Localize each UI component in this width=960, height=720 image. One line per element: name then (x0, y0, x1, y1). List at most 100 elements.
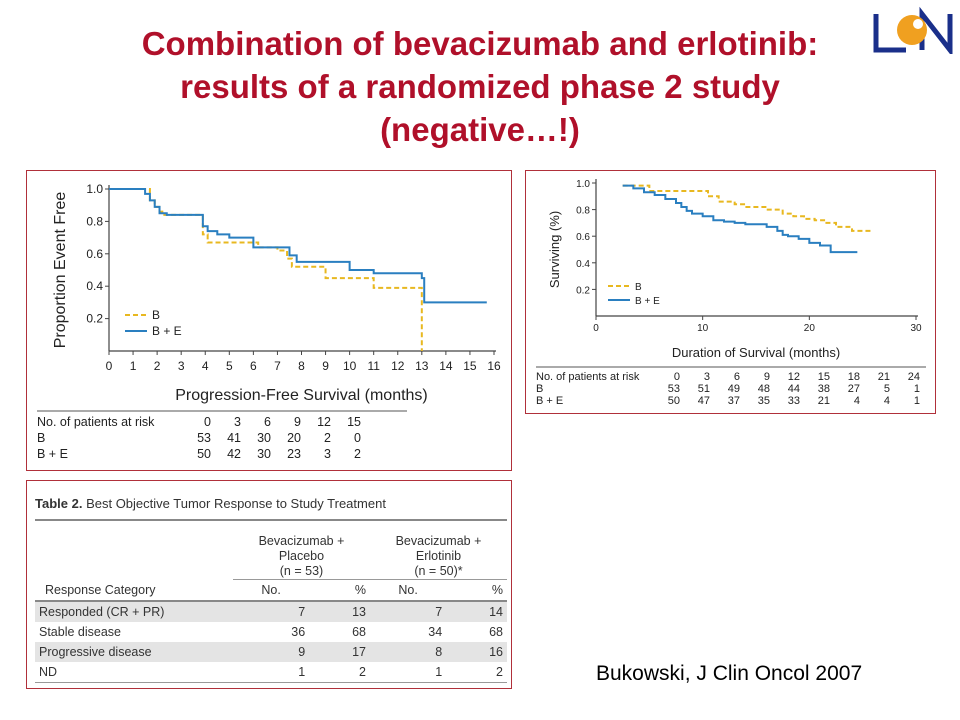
legend-b-label: B (152, 308, 160, 322)
risk-table-row-label: B (536, 383, 543, 395)
x-tick-label: 14 (439, 359, 453, 373)
col-pct-2: % (491, 583, 503, 597)
risk-table-value: 53 (197, 431, 211, 445)
risk-table-value: 53 (668, 383, 680, 395)
table-caption: Table 2. Best Objective Tumor Response t… (35, 491, 507, 521)
x-tick-label: 12 (391, 359, 405, 373)
x-tick-label: 5 (226, 359, 233, 373)
risk-table-value: 35 (758, 395, 770, 407)
risk-table-time: 6 (734, 371, 740, 383)
risk-table-value: 0 (354, 431, 361, 445)
x-tick-label: 7 (274, 359, 281, 373)
risk-table-time: 6 (264, 415, 271, 429)
y-tick-label: 0.2 (576, 285, 590, 296)
y-tick-label: 0.2 (86, 312, 103, 326)
risk-table-value: 2 (354, 447, 361, 461)
response-table-panel: Table 2. Best Objective Tumor Response t… (26, 480, 512, 689)
x-tick-label: 11 (367, 359, 380, 373)
risk-table-time: 9 (764, 371, 770, 383)
risk-table-time: 12 (317, 415, 331, 429)
y-tick-label: 0.8 (576, 206, 590, 217)
risk-table-time: 3 (704, 371, 710, 383)
x-tick-label: 9 (322, 359, 329, 373)
y-tick-label: 0.6 (86, 247, 103, 261)
risk-table-value: 51 (698, 383, 710, 395)
risk-table-value: 47 (698, 395, 710, 407)
x-tick-label: 20 (804, 323, 816, 334)
risk-table-value: 50 (668, 395, 680, 407)
x-tick-label: 0 (593, 323, 599, 334)
group2-header: Bevacizumab + Erlotinib (n = 50)* (369, 520, 507, 580)
title-line-3: (negative…!) (380, 111, 580, 148)
risk-table-time: 0 (674, 371, 680, 383)
x-tick-label: 2 (154, 359, 161, 373)
x-axis-title: Duration of Survival (months) (672, 345, 840, 360)
response-table: Table 2. Best Objective Tumor Response t… (35, 491, 507, 683)
x-tick-label: 0 (106, 359, 113, 373)
risk-table-value: 20 (287, 431, 301, 445)
col-no-2: No. (398, 583, 418, 597)
title-line-2: results of a randomized phase 2 study (180, 68, 780, 105)
risk-table-time: 15 (347, 415, 361, 429)
y-axis-title: Proportion Event Free (52, 192, 69, 349)
table-row: Progressive disease 9 17 8 16 (35, 642, 507, 662)
legend-be-label: B + E (152, 324, 182, 338)
institution-logo (873, 6, 953, 54)
pfs-km-chart: 0.20.40.60.81.00 1 2 3 4 5 6 7 8 9 10 11 12 13 14 15 16P… (37, 182, 501, 461)
group1-header: Bevacizumab + Placebo (n = 53) (233, 520, 370, 580)
pfs-km-panel: 0.2 0.4 0.6 0.8 1.0 0 1 2 3 4 5 6 7 8 9 10 11 12 13 14 15 16 P… (26, 170, 512, 471)
risk-table-value: 30 (257, 447, 271, 461)
risk-table-time: 15 (818, 371, 830, 383)
risk-table-time: 12 (788, 371, 800, 383)
risk-table-value: 42 (227, 447, 241, 461)
y-tick-label: 1.0 (576, 179, 590, 190)
slide-title: Combination of bevacizumab and erlotinib… (40, 22, 920, 151)
y-tick-label: 0.4 (86, 279, 103, 293)
risk-table-time: 24 (908, 371, 920, 383)
risk-table-row-label: B + E (37, 447, 68, 461)
risk-table-label: No. of patients at risk (37, 415, 155, 429)
risk-table-value: 41 (227, 431, 241, 445)
table-row: Stable disease 36 68 34 68 (39, 625, 503, 639)
series-be-line (109, 188, 487, 304)
risk-table-label: No. of patients at risk (536, 371, 640, 383)
risk-table-row-label: B (37, 431, 45, 445)
col-no-1: No. (261, 583, 281, 597)
os-km-panel: 0.2 0.4 0.6 0.8 1.0 0 10 20 30 Duration of Surviv… (525, 170, 936, 414)
y-axis-title: Surviving (%) (547, 211, 562, 288)
risk-table-time: 21 (878, 371, 890, 383)
risk-table-value: 1 (914, 395, 920, 407)
table-caption-bold: Table 2. (35, 495, 83, 511)
table-row: ND 1 2 1 2 (35, 662, 507, 683)
x-tick-label: 6 (250, 359, 257, 373)
risk-table-time: 3 (234, 415, 241, 429)
risk-table-value: 21 (818, 395, 830, 407)
x-tick-label: 15 (463, 359, 477, 373)
risk-table-value: 4 (854, 395, 860, 407)
risk-table-value: 30 (257, 431, 271, 445)
risk-table-time: 18 (848, 371, 860, 383)
risk-table-time: 9 (294, 415, 301, 429)
risk-table-value: 27 (848, 383, 860, 395)
legend-be-label: B + E (635, 296, 660, 307)
risk-table-value: 5 (884, 383, 890, 395)
risk-table-row-label: B + E (536, 395, 563, 407)
risk-table-value: 48 (758, 383, 770, 395)
risk-table-value: 38 (818, 383, 830, 395)
table-caption-text: Best Objective Tumor Response to Study T… (82, 495, 386, 511)
risk-table-value: 44 (788, 383, 800, 395)
risk-table-value: 37 (728, 395, 740, 407)
table-row: Responded (CR + PR) 7 13 7 14 (35, 600, 507, 622)
risk-table-value: 23 (287, 447, 301, 461)
series-be-line (622, 184, 858, 254)
legend-b-label: B (635, 282, 642, 293)
series-b-line (622, 184, 874, 232)
x-tick-label: 8 (298, 359, 305, 373)
y-tick-label: 0.4 (576, 259, 590, 270)
risk-table-value: 1 (914, 383, 920, 395)
x-axis-title: Progression-Free Survival (months) (175, 387, 428, 404)
risk-table-value: 4 (884, 395, 890, 407)
risk-table-value: 33 (788, 395, 800, 407)
x-tick-label: 10 (697, 323, 709, 334)
